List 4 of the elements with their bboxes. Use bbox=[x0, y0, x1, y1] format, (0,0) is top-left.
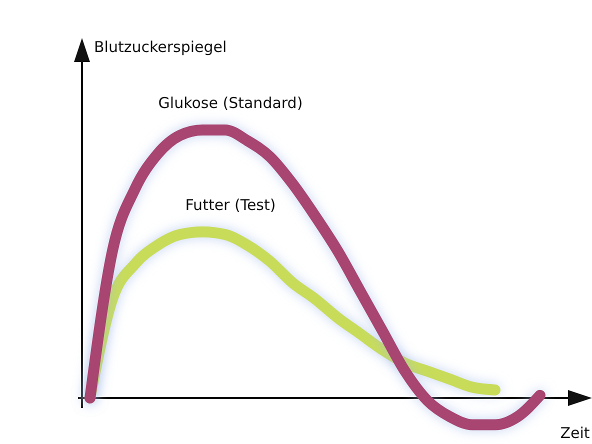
y-axis-title: Blutzuckerspiegel bbox=[94, 38, 227, 56]
series-label: Glukose (Standard) bbox=[158, 94, 303, 112]
series-label: Futter (Test) bbox=[185, 196, 276, 214]
x-axis-title: Zeit bbox=[560, 424, 590, 442]
